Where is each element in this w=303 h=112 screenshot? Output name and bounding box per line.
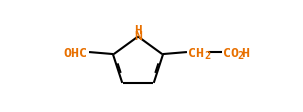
- Text: CH: CH: [188, 46, 204, 59]
- Text: CO: CO: [223, 46, 239, 59]
- Text: H: H: [134, 24, 142, 37]
- Text: OHC: OHC: [63, 46, 87, 59]
- Text: H: H: [241, 46, 249, 59]
- Text: 2: 2: [205, 50, 211, 60]
- Text: N: N: [134, 30, 142, 43]
- Text: 2: 2: [238, 50, 244, 60]
